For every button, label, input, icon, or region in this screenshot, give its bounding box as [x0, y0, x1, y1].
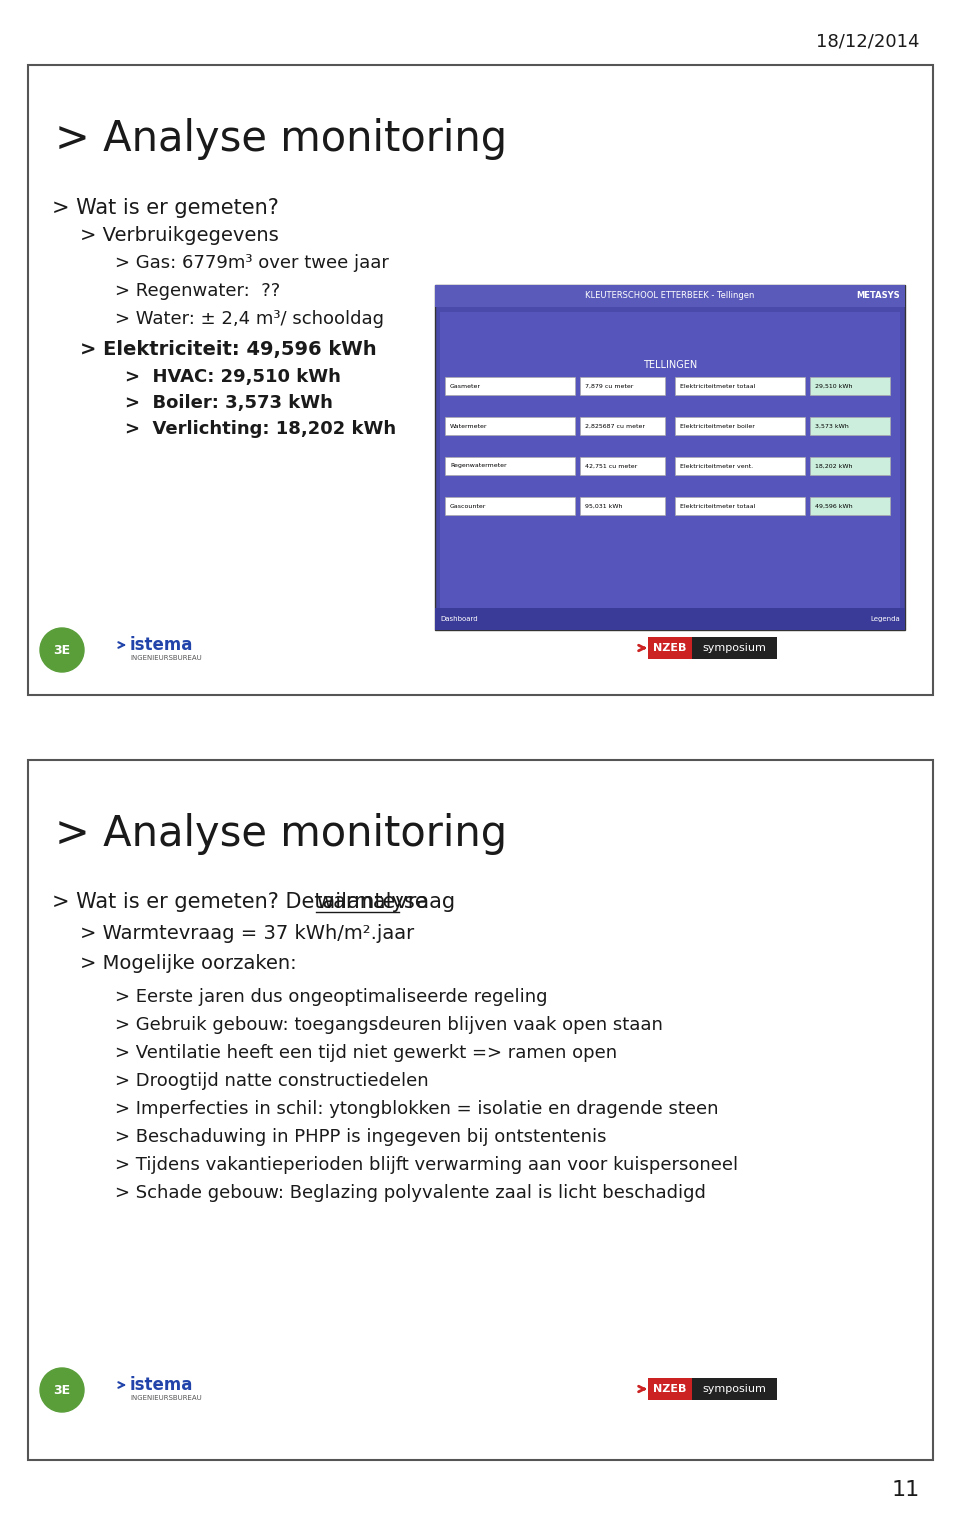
Text: TELLINGEN: TELLINGEN [643, 360, 697, 370]
Text: > Beschaduwing in PHPP is ingegeven bij ontstentenis: > Beschaduwing in PHPP is ingegeven bij … [115, 1128, 607, 1145]
Text: 42,751 cu meter: 42,751 cu meter [585, 464, 637, 469]
Text: Elektriciteitmeter boiler: Elektriciteitmeter boiler [680, 423, 755, 429]
Text: INGENIEURSBUREAU: INGENIEURSBUREAU [130, 1396, 202, 1400]
Bar [675, 417, 805, 435]
Bar [648, 637, 692, 660]
Text: Elektriciteitmeter totaal: Elektriciteitmeter totaal [680, 383, 756, 388]
Text: Dashboard: Dashboard [440, 615, 478, 621]
Text: 3,573 kWh: 3,573 kWh [815, 423, 849, 429]
Text: 11: 11 [892, 1480, 920, 1500]
Text: > Gas: 6779m³ over twee jaar: > Gas: 6779m³ over twee jaar [115, 253, 389, 272]
Text: >  HVAC: 29,510 kWh: > HVAC: 29,510 kWh [125, 368, 341, 386]
Text: KLEUTERSCHOOL ETTERBEEK - Tellingen: KLEUTERSCHOOL ETTERBEEK - Tellingen [586, 292, 755, 301]
Text: Legenda: Legenda [871, 615, 900, 621]
Text: 3E: 3E [54, 643, 71, 657]
Text: Gascounter: Gascounter [450, 504, 487, 508]
Text: 7,879 cu meter: 7,879 cu meter [585, 383, 634, 388]
Bar [692, 637, 777, 660]
Text: > Water: ± 2,4 m³/ schooldag: > Water: ± 2,4 m³/ schooldag [115, 310, 384, 328]
Bar [580, 417, 665, 435]
Text: Watermeter: Watermeter [450, 423, 488, 429]
Text: > Tijdens vakantieperioden blijft verwarming aan voor kuispersoneel: > Tijdens vakantieperioden blijft verwar… [115, 1156, 738, 1174]
Text: METASYS: METASYS [856, 292, 900, 301]
Text: >  Boiler: 3,573 kWh: > Boiler: 3,573 kWh [125, 394, 333, 412]
Bar [810, 457, 890, 475]
Text: 18/12/2014: 18/12/2014 [817, 32, 920, 50]
Bar [435, 286, 905, 307]
Text: NZEB: NZEB [654, 643, 686, 654]
Text: INGENIEURSBUREAU: INGENIEURSBUREAU [130, 655, 202, 661]
Text: symposium: symposium [702, 1383, 766, 1394]
Text: > Wat is er gemeten? Detailanalyse: > Wat is er gemeten? Detailanalyse [52, 892, 434, 912]
Text: > Analyse monitoring: > Analyse monitoring [55, 812, 507, 855]
Text: > Elektriciteit: 49,596 kWh: > Elektriciteit: 49,596 kWh [80, 341, 376, 359]
Text: > Wat is er gemeten?: > Wat is er gemeten? [52, 199, 278, 218]
Bar [810, 417, 890, 435]
Text: 2,825687 cu meter: 2,825687 cu meter [585, 423, 645, 429]
Bar [648, 1377, 692, 1400]
Text: NZEB: NZEB [654, 1383, 686, 1394]
Text: > Imperfecties in schil: ytongblokken = isolatie en dragende steen: > Imperfecties in schil: ytongblokken = … [115, 1099, 718, 1118]
Text: > Warmtevraag = 37 kWh/m².jaar: > Warmtevraag = 37 kWh/m².jaar [80, 924, 415, 944]
Text: > Verbruikgegevens: > Verbruikgegevens [80, 226, 278, 244]
Text: Elektriciteitmeter totaal: Elektriciteitmeter totaal [680, 504, 756, 508]
Bar [445, 457, 575, 475]
Text: Regenwatermeter: Regenwatermeter [450, 464, 507, 469]
Text: > Schade gebouw: Beglazing polyvalente zaal is licht beschadigd: > Schade gebouw: Beglazing polyvalente z… [115, 1183, 706, 1202]
Text: > Ventilatie heeft een tijd niet gewerkt => ramen open: > Ventilatie heeft een tijd niet gewerkt… [115, 1044, 617, 1061]
Text: istema: istema [130, 637, 193, 654]
Text: > Analyse monitoring: > Analyse monitoring [55, 118, 507, 160]
Bar [435, 608, 905, 631]
Bar [580, 496, 665, 515]
Text: 49,596 kWh: 49,596 kWh [815, 504, 852, 508]
Bar [810, 496, 890, 515]
Bar [580, 377, 665, 395]
Circle shape [40, 1368, 84, 1412]
Text: > Droogtijd natte constructiedelen: > Droogtijd natte constructiedelen [115, 1072, 428, 1090]
Bar [675, 457, 805, 475]
Text: istema: istema [130, 1376, 193, 1394]
Text: > Regenwater:  ??: > Regenwater: ?? [115, 282, 280, 299]
Bar [28, 760, 933, 1460]
Bar [692, 1377, 777, 1400]
Text: warmtevraag: warmtevraag [316, 892, 455, 912]
Bar [810, 377, 890, 395]
Bar [435, 286, 905, 631]
Bar [28, 66, 933, 695]
Text: 18,202 kWh: 18,202 kWh [815, 464, 852, 469]
Circle shape [40, 628, 84, 672]
Bar [580, 457, 665, 475]
Text: >  Verlichting: 18,202 kWh: > Verlichting: 18,202 kWh [125, 420, 396, 438]
Text: Elektriciteitmeter vent.: Elektriciteitmeter vent. [680, 464, 754, 469]
Text: 29,510 kWh: 29,510 kWh [815, 383, 852, 388]
Bar [675, 377, 805, 395]
Bar [445, 417, 575, 435]
Text: Gasmeter: Gasmeter [450, 383, 481, 388]
Text: symposium: symposium [702, 643, 766, 654]
Bar [440, 312, 900, 625]
Text: > Gebruik gebouw: toegangsdeuren blijven vaak open staan: > Gebruik gebouw: toegangsdeuren blijven… [115, 1015, 662, 1034]
Bar [445, 377, 575, 395]
Text: > Eerste jaren dus ongeoptimaliseerde regeling: > Eerste jaren dus ongeoptimaliseerde re… [115, 988, 547, 1006]
Text: > Mogelijke oorzaken:: > Mogelijke oorzaken: [80, 954, 297, 973]
Text: 3E: 3E [54, 1383, 71, 1397]
Text: 95,031 kWh: 95,031 kWh [585, 504, 622, 508]
Bar [675, 496, 805, 515]
Bar [445, 496, 575, 515]
